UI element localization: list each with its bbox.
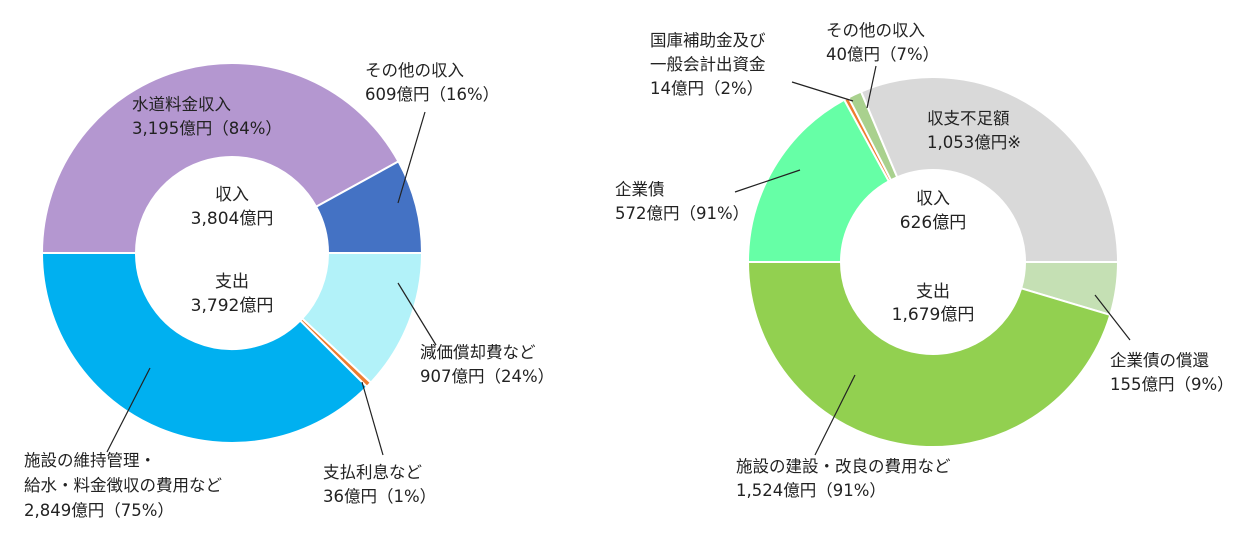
c2-leader-construction [814,374,856,456]
c1-slice-value-water-fee: 3,195億円（84%） [132,119,282,138]
c2-slice-label-redemption: 企業債の償還 [1110,351,1210,370]
c1-expense-total: 3,792億円 [191,296,274,316]
c2-leader-other-income [866,65,877,109]
c2-slice-value-shortfall: 1,053億円※ [927,133,1021,152]
c1-leader-interest [361,381,384,456]
c2-slice-shortfall [859,76,1120,263]
c1-slice-label-maintenance-2: 給水・料金徴収の費用など [24,476,223,495]
c1-slice-value-other-income: 609億円（16%） [365,85,499,104]
c1-leader-other-income [397,111,426,204]
c2-slice-label-bonds: 企業債 [615,180,665,199]
c1-slice-value-interest: 36億円（1%） [323,487,436,506]
c2-slice-label-subsidy: 国庫補助金及び [650,31,766,50]
c2-slice-label-subsidy-2: 一般会計出資金 [650,55,766,74]
c1-slice-label-maintenance: 施設の維持管理・ [24,451,156,470]
c1-income-title: 収入 [215,185,249,205]
c1-slice-label-interest: 支払利息など [323,463,423,482]
c1-slice-label-water-fee: 水道料金収入 [132,95,231,114]
c2-leader-redemption [1094,294,1131,341]
c1-slice-maintenance [40,252,369,444]
c2-income-title: 収入 [916,189,950,209]
c2-slice-value-redemption: 155億円（9%） [1110,375,1234,394]
c2-slice-value-construction: 1,524億円（91%） [736,481,886,500]
c2-slice-construction [746,261,1112,448]
c2-slice-label-other-income: その他の収入 [826,21,925,40]
c1-slice-water-fee [40,62,400,254]
c1-slice-value-depreciation: 907億円（24%） [420,367,554,386]
c1-income-total: 3,804億円 [191,209,274,229]
c1-expense-title: 支出 [215,272,249,292]
c1-slice-label-other-income: その他の収入 [365,61,464,80]
c1-leader-depreciation [397,282,437,346]
c2-leader-subsidy [791,81,854,102]
c2-slice-value-other-income: 40億円（7%） [826,45,939,64]
c2-slice-value-bonds: 572億円（91%） [615,204,749,223]
c2-slice-label-shortfall: 収支不足額 [927,109,1010,128]
c1-slice-value-maintenance: 2,849億円（75%） [24,501,174,520]
c2-slice-bonds [746,98,891,263]
c2-expense-title: 支出 [916,282,950,302]
c2-slice-label-construction: 施設の建設・改良の費用など [736,457,951,476]
c2-expense-total: 1,679億円 [892,305,975,325]
c2-income-total: 626億円 [900,213,966,233]
c2-leader-bonds [734,169,801,193]
c1-slice-label-depreciation: 減価償却費など [420,343,536,362]
c1-leader-maintenance [106,367,151,453]
c2-slice-value-subsidy: 14億円（2%） [650,79,763,98]
